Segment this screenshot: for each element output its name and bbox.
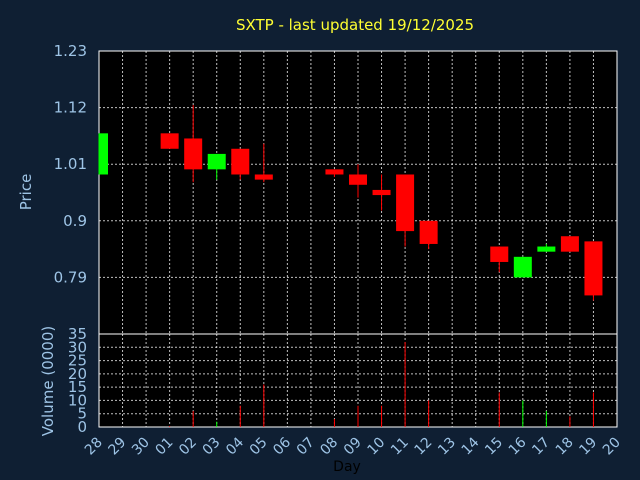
price-tick-label: 1.23 (54, 42, 87, 60)
x-tick-label: 11 (388, 435, 412, 459)
x-tick-label: 08 (317, 435, 341, 459)
candle-body (231, 148, 250, 175)
x-tick-label: 01 (153, 435, 177, 459)
chart-title: SXTP - last updated 19/12/2025 (236, 16, 474, 34)
candle-body (160, 133, 179, 149)
volume-tick-label: 0 (77, 418, 87, 436)
price-tick-label: 1.01 (54, 155, 87, 173)
price-tick-label: 0.9 (63, 212, 87, 230)
x-tick-label: 28 (82, 435, 106, 459)
x-tick-label: 30 (129, 435, 153, 459)
x-tick-label: 17 (529, 435, 553, 459)
x-tick-label: 05 (247, 435, 271, 459)
candle-body (419, 220, 438, 244)
candle-body (560, 236, 579, 252)
x-tick-label: 06 (270, 434, 294, 458)
x-tick-label: 20 (600, 435, 624, 459)
x-tick-label: 19 (576, 435, 600, 459)
volume-tick-label: 20 (68, 365, 87, 383)
price-axis-label: Price (17, 174, 35, 211)
x-tick-label: 15 (482, 435, 506, 459)
volume-tick-label: 35 (68, 325, 87, 343)
x-tick-label: 16 (506, 434, 530, 458)
volume-tick-label: 25 (68, 352, 87, 370)
volume-axis-label: Volume (0000) (39, 326, 57, 436)
x-tick-label: 14 (459, 434, 483, 458)
volume-tick-label: 15 (68, 378, 87, 396)
candle-body (184, 138, 203, 170)
price-panel: 1.23 1.12 1.01 0.9 0.79 (54, 42, 618, 335)
x-tick-label: 03 (200, 435, 224, 459)
x-tick-label: 02 (176, 435, 200, 459)
x-axis-label: Day (333, 459, 361, 475)
candle-body (254, 174, 273, 180)
candle-body (513, 256, 532, 278)
price-tick-label: 0.79 (54, 268, 87, 286)
x-tick-label: 04 (223, 434, 247, 458)
candle-body (490, 246, 509, 262)
candle-body (537, 246, 556, 252)
volume-tick-label: 10 (68, 391, 87, 409)
candle-body (207, 153, 226, 170)
x-tick-label: 09 (341, 435, 365, 459)
x-axis: 28 29 30 01 02 03 04 05 06 07 08 09 10 11 12 13 14 15 16 17… (82, 434, 624, 458)
x-tick-label: 10 (364, 435, 388, 459)
x-tick-label: 13 (435, 435, 459, 459)
x-tick-label: 07 (294, 435, 318, 459)
x-tick-label: 18 (553, 435, 577, 459)
candle-body (99, 133, 108, 175)
volume-tick-label: 30 (68, 338, 87, 356)
candle-body (396, 174, 415, 232)
x-tick-label: 29 (105, 435, 129, 459)
price-tick-label: 1.12 (54, 99, 87, 117)
candle-body (584, 241, 603, 296)
candle-body (372, 189, 391, 196)
x-tick-label: 12 (412, 435, 436, 459)
candle-body (325, 169, 344, 175)
candle-body (349, 174, 367, 185)
volume-tick-label: 5 (77, 405, 87, 423)
